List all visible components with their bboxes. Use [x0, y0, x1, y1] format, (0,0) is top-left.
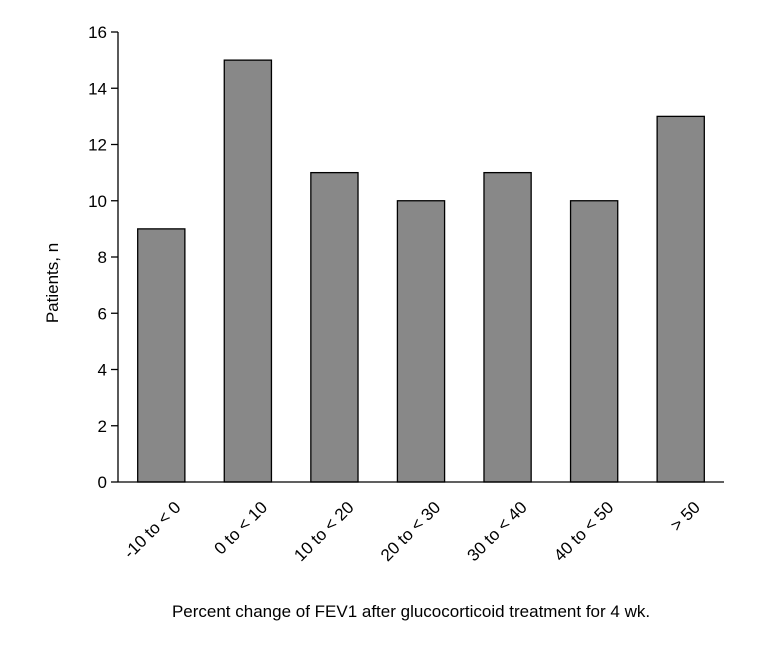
x-tick-labels: -10 to < 0 0 to < 10 10 to < 20 20 to < 30 3…	[120, 498, 704, 565]
x-tick-label: 10 to < 20	[290, 498, 357, 565]
y-tick-label: 6	[98, 304, 107, 323]
y-ticks: 0 2 4 6 8 10 12 14 16	[88, 23, 118, 492]
x-tick-label: -10 to < 0	[120, 498, 185, 563]
bar	[396, 200, 446, 483]
x-tick-label: 40 to < 50	[550, 498, 617, 565]
y-tick-label: 16	[88, 23, 107, 42]
y-tick-label: 10	[88, 192, 107, 211]
x-tick-label: > 50	[667, 498, 704, 535]
bar	[656, 115, 705, 483]
y-tick-label: 8	[98, 248, 107, 267]
x-axis: -10 to < 0 0 to < 10 10 to < 20 20 to < 30 3…	[118, 481, 724, 565]
x-tick-label: 0 to < 10	[211, 498, 272, 559]
y-tick-label: 2	[98, 417, 107, 436]
bar	[569, 200, 619, 483]
bars-group	[137, 59, 705, 483]
x-axis-title: Percent change of FEV1 after glucocortic…	[172, 602, 650, 621]
y-tick-label: 0	[98, 473, 107, 492]
x-tick-label: 20 to < 30	[377, 498, 444, 565]
y-tick-label: 12	[88, 136, 107, 155]
bar	[483, 171, 532, 483]
y-axis: 0 2 4 6 8 10 12 14 16	[88, 23, 119, 492]
y-axis-title: Patients, n	[43, 243, 62, 323]
y-tick-label: 14	[88, 79, 107, 98]
bar	[310, 171, 359, 483]
bar	[137, 228, 186, 483]
y-tick-label: 4	[98, 361, 107, 380]
bar	[223, 59, 273, 483]
x-tick-label: 30 to < 40	[464, 498, 531, 565]
